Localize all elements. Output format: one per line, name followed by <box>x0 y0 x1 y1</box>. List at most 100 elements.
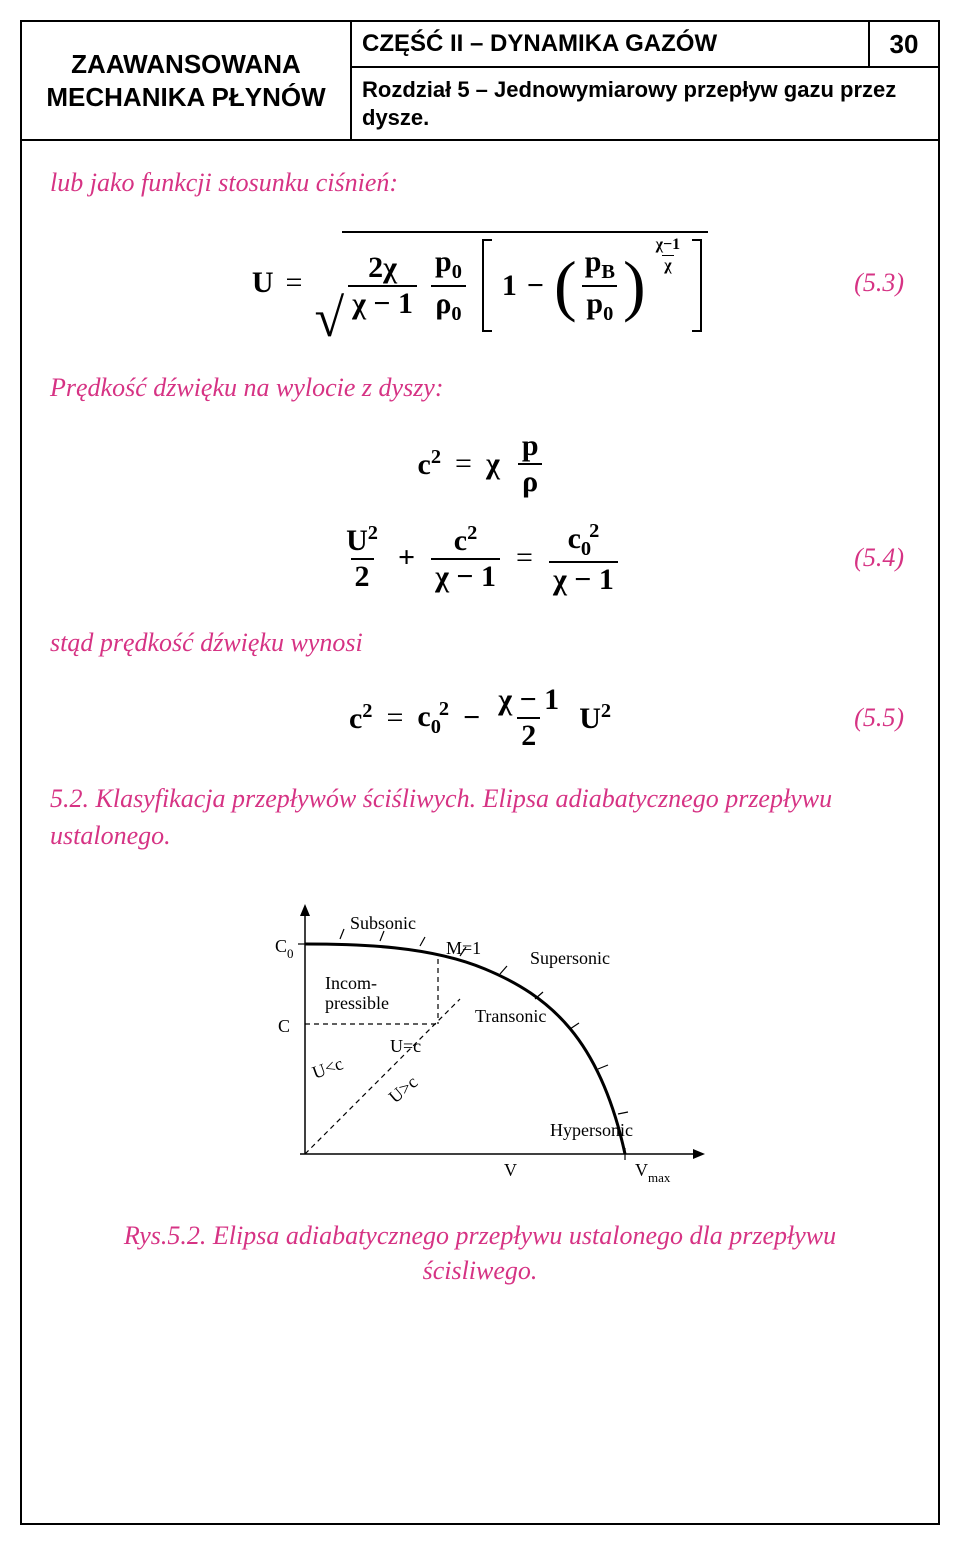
radical-icon: √ <box>314 297 344 340</box>
eq53-one: 1 <box>502 269 517 303</box>
eq54-c2frac: c2 χ − 1 <box>431 523 500 592</box>
header-course-cell: ZAAWANSOWANA MECHANIKA PŁYNÓW <box>22 22 352 139</box>
label-supersonic: Supersonic <box>530 948 610 968</box>
eq53-exp-num: χ−1 <box>654 236 683 255</box>
eq54-c2: c2 <box>450 523 482 558</box>
eqc2-rho: ρ <box>518 463 542 497</box>
chapter-title: Rozdział 5 – Jednowymiarowy przepływ gaz… <box>352 68 938 139</box>
eq53-p0b: p0 <box>582 285 617 324</box>
eq53-frac1: 2χ χ − 1 <box>348 253 417 319</box>
eq55-chim1: χ − 1 <box>494 685 563 717</box>
eq53-minus: − <box>527 269 544 303</box>
speed-outlet-text: Prędkość dźwięku na wylocie z dyszy: <box>50 370 910 406</box>
intro-text: lub jako funkcji stosunku ciśnień: <box>50 165 910 201</box>
eq54-chim1a: χ − 1 <box>431 558 500 592</box>
eq55-number: (5.5) <box>854 703 904 733</box>
label-Ugtc: U>c <box>385 1072 422 1107</box>
label-transonic: Transonic <box>475 1006 546 1026</box>
eq53-p0-p: p <box>435 245 452 278</box>
eqc2-p: p <box>518 431 543 463</box>
eq55-minus: − <box>463 701 480 735</box>
header-top-row: CZĘŚĆ II – DYNAMIKA GAZÓW 30 <box>352 22 938 68</box>
eq53-chim1: χ − 1 <box>348 285 417 319</box>
label-C: C <box>278 1016 290 1036</box>
page-number: 30 <box>868 22 938 66</box>
eq53-U: U <box>252 266 274 300</box>
equation-c2: c2 = χ p ρ <box>50 431 910 497</box>
eqc2-frac: p ρ <box>518 431 543 497</box>
eq55-den2: 2 <box>517 717 540 751</box>
eq53-frac2: p0 ρ0 <box>431 247 466 324</box>
eq54-U: U <box>346 524 368 557</box>
header-right: CZĘŚĆ II – DYNAMIKA GAZÓW 30 Rozdział 5 … <box>352 22 938 139</box>
eq54-number: (5.4) <box>854 543 904 573</box>
eqc2-math: c2 = χ p ρ <box>418 431 543 497</box>
eq54-plus: + <box>398 541 415 575</box>
left-bracket-icon <box>482 239 492 332</box>
equation-5-4: U2 2 + c2 χ − 1 = c02 χ − 1 (5.4) <box>50 521 910 595</box>
label-hypersonic: Hypersonic <box>550 1120 633 1140</box>
y-axis-arrow-icon <box>300 904 310 916</box>
eq54-c02: c02 <box>564 521 604 561</box>
eq53-p0: p0 <box>431 247 466 284</box>
label-incompressible-1: Incom- <box>325 973 377 993</box>
label-V: V <box>504 1160 517 1180</box>
eq54-den2a: 2 <box>351 558 374 592</box>
page-border: ZAAWANSOWANA MECHANIKA PŁYNÓW CZĘŚĆ II –… <box>20 20 940 1525</box>
eq53-pB-p: p <box>585 245 602 278</box>
label-Vmax-sub: max <box>648 1170 671 1185</box>
eq53-rho0-sub: 0 <box>451 303 461 325</box>
eq54-U2: U2 <box>342 523 382 558</box>
label-Ultc: U<c <box>310 1053 346 1082</box>
figure-wrap: C0 C V Vmax Subsonic M=1 Supersonic Tran… <box>50 874 910 1204</box>
label-subsonic: Subsonic <box>350 913 416 933</box>
figure-caption: Rys.5.2. Elipsa adiabatycznego przepływu… <box>50 1218 910 1288</box>
eqc2-sq: 2 <box>431 446 441 468</box>
label-M1: M=1 <box>446 938 481 958</box>
eq55-c0: c <box>417 700 430 733</box>
page: ZAAWANSOWANA MECHANIKA PŁYNÓW CZĘŚĆ II –… <box>0 0 960 1545</box>
eqc2-c: c2 <box>418 446 442 482</box>
label-incompressible-2: pressible <box>325 993 389 1013</box>
eq55-c2: c2 <box>349 700 373 736</box>
eq53-sqrt: √ 2χ χ − 1 p0 ρ0 <box>314 231 708 334</box>
eq53-paren: ( pB p0 ) <box>554 247 646 324</box>
eq53-brackets: 1 − ( pB p0 ) <box>482 239 702 332</box>
eq53-rho0: ρ0 <box>431 285 465 324</box>
eq53-exp-den: χ <box>662 255 673 275</box>
eq53-p0b-sub: 0 <box>603 303 613 325</box>
eq54-eq: = <box>516 541 533 575</box>
eq54-c0: c <box>568 522 581 555</box>
eq54-U2over2: U2 2 <box>342 523 382 592</box>
figure-5-2: C0 C V Vmax Subsonic M=1 Supersonic Tran… <box>220 874 740 1204</box>
eqc2-c-sym: c <box>418 448 431 481</box>
section-5-2-title: 5.2. Klasyfikacja przepływów ściśliwych.… <box>50 781 910 854</box>
eq54-c-sq: 2 <box>467 522 477 544</box>
eq53-number: (5.3) <box>854 268 904 298</box>
eq53-pB: pB <box>581 247 619 284</box>
hence-text: stąd prędkość dźwięku wynosi <box>50 625 910 661</box>
eq54-chim1b: χ − 1 <box>549 561 618 595</box>
label-C0-C: C <box>275 936 287 956</box>
left-paren-icon: ( <box>554 260 577 311</box>
eq55-c-sq: 2 <box>362 700 372 722</box>
label-Ueqc: U=c <box>390 1036 421 1056</box>
course-title: ZAAWANSOWANA MECHANIKA PŁYNÓW <box>26 48 346 113</box>
header: ZAAWANSOWANA MECHANIKA PŁYNÓW CZĘŚĆ II –… <box>22 22 938 141</box>
eq53-rho0-r: ρ <box>435 287 451 320</box>
eq55-frac: χ − 1 2 <box>494 685 563 751</box>
eq54-c02frac: c02 χ − 1 <box>549 521 618 595</box>
right-bracket-icon <box>692 239 702 332</box>
eqc2-eq: = <box>455 447 472 481</box>
label-C0: C0 <box>275 936 294 961</box>
eq53-brack-content: 1 − ( pB p0 ) <box>492 239 692 332</box>
content: lub jako funkcji stosunku ciśnień: U = √… <box>22 141 938 1312</box>
label-Vmax: Vmax <box>635 1160 671 1185</box>
eq53-radicand: 2χ χ − 1 p0 ρ0 <box>342 231 708 334</box>
eq55-c02: c02 <box>417 698 449 739</box>
eq55-c0-sq: 2 <box>439 698 449 720</box>
eq53-2chi: 2χ <box>364 253 401 285</box>
eq55-U: U <box>579 702 601 735</box>
label-C0-sub: 0 <box>287 946 294 961</box>
eqc2-chi: χ <box>486 447 500 481</box>
